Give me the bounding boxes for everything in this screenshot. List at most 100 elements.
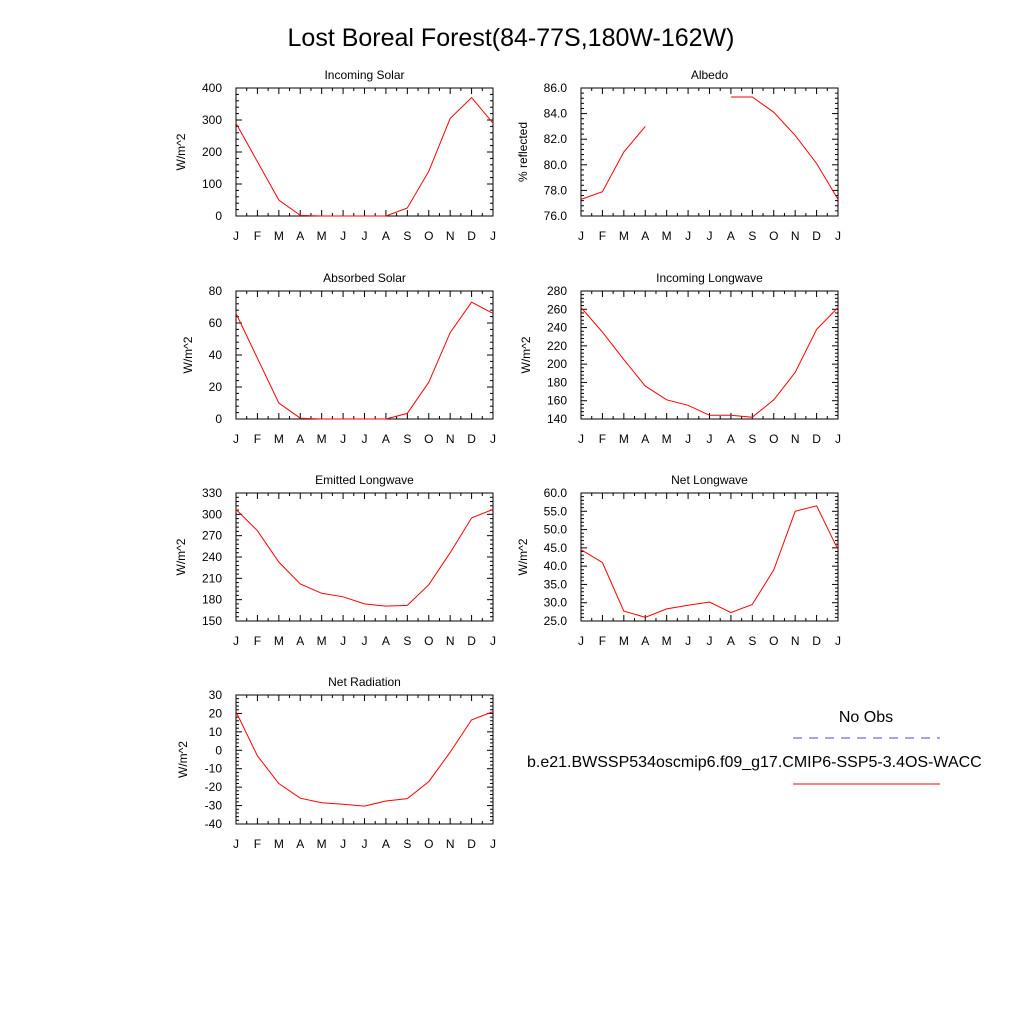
incoming-longwave-series-line (580, 307, 839, 418)
incoming-longwave-ytick-label: 160 (547, 394, 567, 408)
incoming-solar-xtick-label: S (403, 229, 411, 243)
absorbed-solar-ytick-label: 40 (209, 348, 223, 362)
net-longwave-xtick-label: N (791, 634, 800, 648)
absorbed-solar-xtick-label: O (424, 432, 433, 446)
net-radiation-xtick-label: M (317, 837, 327, 851)
incoming-solar-xtick-label: J (340, 229, 346, 243)
albedo-series-line (580, 126, 646, 200)
incoming-longwave-xtick-label: F (599, 432, 606, 446)
incoming-longwave-ytick-label: 140 (547, 412, 567, 426)
absorbed-solar-xtick-label: J (340, 432, 346, 446)
net-longwave-ytick-label: 35.0 (544, 577, 568, 591)
incoming-solar-xtick-label: D (467, 229, 476, 243)
net-radiation-plot-frame (235, 694, 494, 825)
albedo-xtick-label: J (578, 229, 584, 243)
absorbed-solar-xtick-label: M (317, 432, 327, 446)
emitted-longwave-xtick-label: S (403, 634, 411, 648)
incoming-solar-ytick-label: 200 (202, 145, 222, 159)
incoming-solar-xtick-label: N (446, 229, 455, 243)
page-title: Lost Boreal Forest(84-77S,180W-162W) (288, 24, 735, 52)
incoming-longwave-ytick-label: 280 (547, 284, 567, 298)
emitted-longwave-xtick-label: J (233, 634, 239, 648)
net-longwave-xtick-label: F (599, 634, 606, 648)
net-radiation-ytick-label: 30 (209, 688, 223, 702)
net-longwave-xtick-label: J (685, 634, 691, 648)
albedo-ytick-label: 84.0 (544, 107, 568, 121)
albedo-xtick-label: O (769, 229, 778, 243)
incoming-solar-ylabel: W/m^2 (174, 133, 188, 170)
emitted-longwave-xtick-label: J (362, 634, 368, 648)
net-longwave-xtick-label: A (641, 634, 649, 648)
incoming-longwave-ytick-label: 220 (547, 339, 567, 353)
net-longwave-ytick-label: 55.0 (544, 504, 568, 518)
net-radiation-xtick-label: D (467, 837, 476, 851)
emitted-longwave-xtick-label: J (340, 634, 346, 648)
incoming-longwave-xtick-label: J (835, 432, 841, 446)
incoming-longwave-xtick-label: D (812, 432, 821, 446)
net-radiation-ytick-label: 20 (209, 706, 223, 720)
emitted-longwave-xtick-label: J (490, 634, 496, 648)
incoming-solar-xtick-label: M (317, 229, 327, 243)
emitted-longwave-ytick-label: 150 (202, 614, 222, 628)
incoming-longwave-ytick-label: 260 (547, 302, 567, 316)
absorbed-solar-xtick-label: J (362, 432, 368, 446)
absorbed-solar-ytick-label: 0 (215, 412, 222, 426)
incoming-longwave-xtick-label: J (578, 432, 584, 446)
incoming-solar-ytick-label: 400 (202, 81, 222, 95)
emitted-longwave-xtick-label: A (382, 634, 390, 648)
net-longwave-xtick-label: A (727, 634, 735, 648)
albedo-xtick-label: F (599, 229, 606, 243)
net-longwave-series-line (580, 505, 839, 618)
emitted-longwave-xtick-label: D (467, 634, 476, 648)
absorbed-solar-xtick-label: A (382, 432, 390, 446)
albedo-ytick-label: 78.0 (544, 183, 568, 197)
incoming-longwave-ytick-label: 240 (547, 321, 567, 335)
net-radiation-series-line (235, 711, 494, 807)
incoming-longwave-ylabel: W/m^2 (519, 336, 533, 373)
net-longwave-xtick-label: J (835, 634, 841, 648)
absorbed-solar-xtick-label: M (274, 432, 284, 446)
net-longwave-ytick-label: 25.0 (544, 614, 568, 628)
net-longwave-xtick-label: O (769, 634, 778, 648)
incoming-longwave-ytick-label: 200 (547, 357, 567, 371)
albedo-xtick-label: J (707, 229, 713, 243)
absorbed-solar-xtick-label: A (296, 432, 304, 446)
net-longwave-xtick-label: S (748, 634, 756, 648)
albedo-ylabel: % reflected (516, 122, 530, 182)
albedo-xtick-label: M (662, 229, 672, 243)
albedo-plot-frame (580, 87, 839, 217)
emitted-longwave-ytick-label: 270 (202, 529, 222, 543)
net-radiation-ylabel: W/m^2 (176, 741, 190, 778)
incoming-solar-xtick-label: F (254, 229, 261, 243)
albedo-xtick-label: N (791, 229, 800, 243)
emitted-longwave-xtick-label: M (317, 634, 327, 648)
net-longwave-ytick-label: 60.0 (544, 486, 568, 500)
net-longwave-plot-frame (580, 492, 839, 622)
legend: No Obs b.e21.BWSSP534oscmip6.f09_g17.CMI… (527, 709, 982, 785)
net-radiation-ytick-label: 10 (209, 725, 223, 739)
absorbed-solar-ytick-label: 80 (209, 284, 223, 298)
incoming-solar-xtick-label: J (490, 229, 496, 243)
incoming-solar-xtick-label: M (274, 229, 284, 243)
net-radiation-xtick-label: A (382, 837, 390, 851)
incoming-longwave-title: Incoming Longwave (656, 271, 763, 285)
absorbed-solar-xtick-label: F (254, 432, 261, 446)
incoming-longwave-xtick-label: N (791, 432, 800, 446)
incoming-solar-ytick-label: 0 (215, 209, 222, 223)
absorbed-solar-xtick-label: N (446, 432, 455, 446)
emitted-longwave-series-line (235, 508, 494, 607)
net-radiation-xtick-label: J (362, 837, 368, 851)
net-longwave-xtick-label: J (578, 634, 584, 648)
emitted-longwave-xtick-label: O (424, 634, 433, 648)
net-longwave-xtick-label: M (662, 634, 672, 648)
emitted-longwave-plot-frame (235, 492, 494, 622)
net-longwave-xtick-label: D (812, 634, 821, 648)
net-radiation-xtick-label: J (340, 837, 346, 851)
